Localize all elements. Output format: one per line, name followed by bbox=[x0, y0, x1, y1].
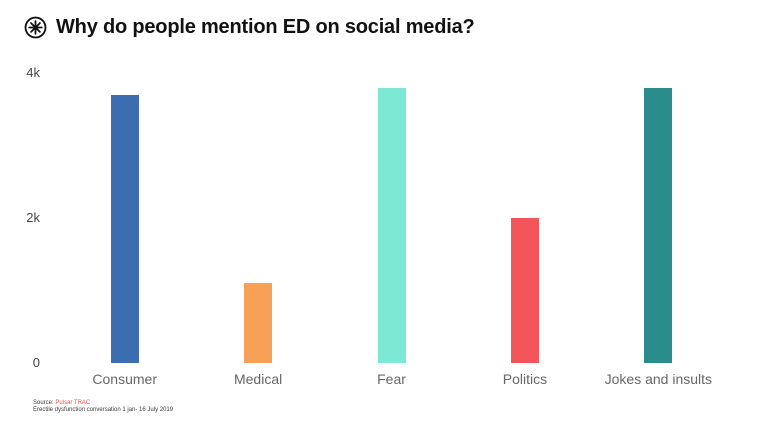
source-name: Pulsar TRAC bbox=[55, 400, 91, 406]
category-label-jokes-and-insults: Jokes and insults bbox=[604, 371, 713, 387]
bar-group-consumer: Consumer bbox=[58, 73, 191, 387]
source-prefix: Source: bbox=[33, 400, 54, 406]
y-tick-4k: 4k bbox=[26, 65, 40, 80]
bar-medical bbox=[244, 283, 273, 363]
circled-asterisk-icon bbox=[24, 16, 47, 39]
y-tick-0: 0 bbox=[32, 355, 40, 370]
category-label-politics: Politics bbox=[502, 371, 548, 387]
bar-fear bbox=[377, 87, 406, 363]
bar-group-politics: Politics bbox=[458, 73, 591, 387]
plot-area: Consumer Medical Fear Politics Jokes and ins… bbox=[58, 73, 725, 387]
bar-politics bbox=[510, 218, 539, 363]
source-line: Source: Pulsar TRAC bbox=[33, 400, 173, 407]
bar-consumer bbox=[110, 94, 139, 363]
source-subtitle: Erectile dysfunction conversation 1 jan-… bbox=[33, 407, 174, 413]
page-title: Why do people mention ED on social media… bbox=[56, 16, 475, 38]
y-axis: 0 2k 4k bbox=[0, 0, 40, 432]
source-note: Source: Pulsar TRAC Erectile dysfunction… bbox=[33, 400, 173, 414]
bar-group-fear: Fear bbox=[325, 73, 458, 387]
category-label-fear: Fear bbox=[377, 371, 406, 387]
category-label-consumer: Consumer bbox=[92, 371, 157, 387]
chart-header: Why do people mention ED on social media… bbox=[24, 16, 475, 39]
category-label-medical: Medical bbox=[233, 371, 283, 387]
bar-group-jokes-and-insults: Jokes and insults bbox=[592, 73, 725, 387]
bar-group-medical: Medical bbox=[191, 73, 324, 387]
bar-jokes-and-insults bbox=[644, 87, 673, 363]
y-tick-2k: 2k bbox=[26, 210, 40, 225]
